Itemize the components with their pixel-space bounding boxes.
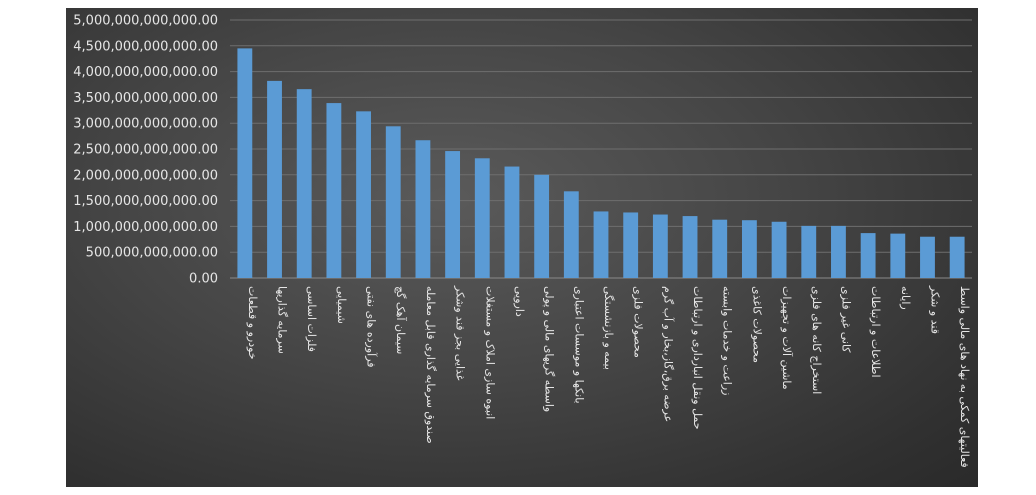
bar <box>949 236 965 278</box>
bar <box>296 89 312 278</box>
y-tick-label: 1,500,000,000,000.00 <box>73 194 218 209</box>
bar <box>267 80 282 278</box>
x-category-label: شیمیایی <box>335 286 348 324</box>
bar <box>385 126 401 279</box>
x-category-label: فلزات اساسی <box>305 286 318 352</box>
bar <box>890 233 906 278</box>
bar <box>593 211 609 278</box>
y-tick-label: 2,000,000,000,000.00 <box>73 168 218 183</box>
y-tick-label: 1,000,000,000,000.00 <box>73 220 218 235</box>
bar <box>356 111 371 278</box>
x-category-label: صندوق سرمایه گذاری قابل معامله <box>424 286 437 444</box>
x-category-label: غذایی بجز قند وشکر <box>454 285 467 381</box>
bar <box>831 225 846 278</box>
x-category-label: حمل ونقل انبارداری و ارتباطات <box>691 286 704 430</box>
y-tick-label: 500,000,000,000.00 <box>86 246 218 261</box>
chart-panel: 0.00 500,000,000,000.00 1,000,000,000,000.… <box>66 8 978 487</box>
x-category-label: فرآورده های نفتی <box>365 286 379 368</box>
bar <box>682 216 698 278</box>
x-category-label: عرضه برق،گاز،بخار و آب گرم <box>661 286 675 422</box>
x-category-label: زراعت و خدمات وابسته <box>721 286 734 395</box>
x-category-label: فعالیتهای کمکی به نهاد های مالی واسط <box>958 286 971 468</box>
x-category-label: رایانه <box>899 286 912 310</box>
bar-chart: 0.00 500,000,000,000.00 1,000,000,000,000.… <box>73 14 972 468</box>
x-category-label: خودرو و قطعات <box>246 286 259 360</box>
bar <box>504 166 520 278</box>
bar <box>741 220 757 278</box>
bar <box>326 103 342 279</box>
bar <box>415 140 431 278</box>
y-tick-label: 5,000,000,000,000.00 <box>73 14 218 29</box>
bar <box>652 214 668 278</box>
y-tick-label: 0.00 <box>189 272 218 287</box>
bar <box>801 225 817 278</box>
bar <box>563 191 579 278</box>
y-tick-label: 3,500,000,000,000.00 <box>73 91 218 106</box>
x-category-label: محصولات کاغذی <box>750 286 763 363</box>
x-category-label: واسطه گریهای مالی و پولی <box>543 286 556 412</box>
y-tick-label: 4,500,000,000,000.00 <box>73 39 218 54</box>
x-category-label: محصولات فلزی <box>632 286 645 358</box>
x-category-label: کانی غیر فلزی <box>839 286 852 353</box>
x-category-label: سیمان آهک گچ <box>394 286 408 354</box>
x-category-label: استخراج کانه های فلزی <box>810 286 823 394</box>
x-category-label: بیمه و بازنشستگی <box>602 286 615 370</box>
y-tick-label: 2,500,000,000,000.00 <box>73 143 218 158</box>
bar <box>920 236 935 278</box>
y-tick-label: 4,000,000,000,000.00 <box>73 65 218 80</box>
y-tick-label: 3,000,000,000,000.00 <box>73 117 218 132</box>
x-category-label: بانکها و موسسات اعتباری <box>572 286 585 404</box>
x-category-label: قند و شکر <box>928 285 941 334</box>
bar <box>860 233 876 278</box>
x-category-label: اطلاعات و ارتباطات <box>869 286 882 378</box>
x-category-label: انبوه سازی املاک و مستغلات <box>483 286 496 419</box>
x-category-label: ماشین آلات و تجهیزات <box>780 286 794 390</box>
x-category-label: دارویی <box>513 286 526 317</box>
bar <box>712 219 728 278</box>
bar <box>237 48 253 278</box>
bar <box>445 151 461 278</box>
x-category-label: سرمایه گذاریها <box>276 286 289 354</box>
bar <box>474 158 490 278</box>
bar <box>534 174 550 278</box>
bar <box>771 221 787 278</box>
bar <box>623 212 639 278</box>
